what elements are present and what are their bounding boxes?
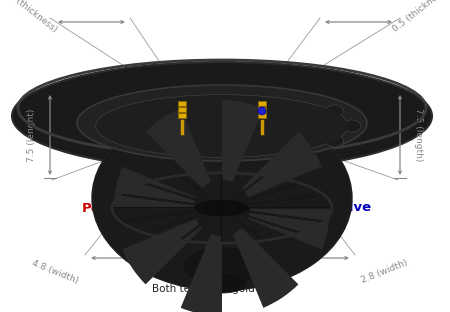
Ellipse shape bbox=[92, 105, 352, 290]
Text: Both terminals gold plated: Both terminals gold plated bbox=[153, 284, 292, 294]
Ellipse shape bbox=[77, 85, 367, 161]
Wedge shape bbox=[248, 208, 330, 249]
Text: 4.8 (width): 4.8 (width) bbox=[31, 259, 80, 285]
Wedge shape bbox=[242, 132, 322, 197]
Bar bbox=[258, 113, 266, 118]
Wedge shape bbox=[122, 219, 202, 284]
Text: 0.5 (thickness): 0.5 (thickness) bbox=[391, 0, 449, 34]
Wedge shape bbox=[146, 108, 212, 188]
Text: 0.5 (thickness): 0.5 (thickness) bbox=[1, 0, 59, 34]
Bar bbox=[178, 113, 186, 118]
Text: 7.5 (length): 7.5 (length) bbox=[414, 108, 423, 162]
Ellipse shape bbox=[12, 62, 432, 170]
Text: 2.8 (width): 2.8 (width) bbox=[360, 259, 410, 285]
Bar bbox=[258, 107, 266, 112]
Wedge shape bbox=[233, 228, 298, 308]
Text: Negative: Negative bbox=[305, 202, 372, 215]
Bar bbox=[178, 101, 186, 106]
Ellipse shape bbox=[96, 95, 348, 157]
Ellipse shape bbox=[107, 101, 337, 155]
Ellipse shape bbox=[122, 98, 322, 154]
Wedge shape bbox=[222, 100, 263, 182]
Ellipse shape bbox=[182, 246, 262, 286]
Ellipse shape bbox=[326, 135, 344, 147]
Circle shape bbox=[258, 107, 266, 115]
Ellipse shape bbox=[343, 120, 361, 132]
Ellipse shape bbox=[326, 105, 344, 117]
Wedge shape bbox=[180, 234, 222, 312]
Ellipse shape bbox=[96, 95, 348, 157]
Wedge shape bbox=[114, 167, 196, 208]
Ellipse shape bbox=[197, 273, 247, 293]
Bar bbox=[258, 101, 266, 106]
Ellipse shape bbox=[194, 199, 250, 217]
Bar bbox=[178, 107, 186, 112]
Text: Positive: Positive bbox=[82, 202, 142, 215]
Text: 7.5 (lenght): 7.5 (lenght) bbox=[27, 108, 36, 162]
